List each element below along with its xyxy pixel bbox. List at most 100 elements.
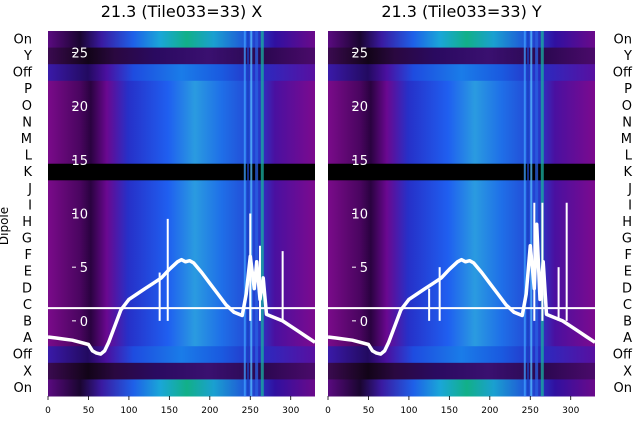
heatmap-row — [48, 180, 315, 198]
heatmap-row — [328, 113, 595, 132]
dipole-label: A — [23, 331, 32, 346]
dipole-label: On — [614, 381, 632, 396]
dipole-label: Off — [13, 66, 33, 81]
dipole-label: L — [625, 149, 633, 164]
heatmap-row — [328, 180, 595, 198]
heatmap-row — [328, 97, 595, 115]
heatmap-row — [328, 279, 595, 297]
series-line — [47, 254, 316, 356]
heatmap-row — [328, 64, 595, 82]
dipole-label: G — [22, 232, 32, 247]
stripe — [247, 31, 250, 396]
dipole-label: D — [622, 281, 632, 296]
dipole-label: I — [628, 198, 632, 213]
x-tick-label: 200 — [481, 406, 498, 416]
panel-title: 21.3 (Tile033=33) X — [101, 2, 263, 21]
heatmap-row — [48, 64, 315, 82]
dipole-label: E — [624, 265, 632, 280]
dipole-label: O — [22, 99, 32, 114]
dipole-label: E — [24, 265, 32, 280]
heatmap-row — [48, 230, 315, 248]
heatmap-row — [328, 230, 595, 248]
heatmap-row — [48, 80, 315, 98]
heatmap-row — [48, 263, 315, 281]
y-tick-label: 15 — [71, 154, 88, 169]
y-tick-label: 20 — [351, 100, 368, 115]
heatmap-row — [48, 163, 315, 181]
stripe — [255, 31, 259, 396]
x-tick-label: 50 — [83, 406, 95, 416]
dipole-label: On — [614, 32, 632, 47]
dipole-label: Off — [613, 66, 633, 81]
dipole-label: L — [25, 149, 33, 164]
dipole-label: Off — [13, 348, 33, 363]
dipole-label: F — [625, 248, 632, 263]
x-tick-label: 300 — [282, 406, 299, 416]
heatmap-row — [328, 346, 595, 364]
dipole-label: B — [23, 314, 32, 329]
y-axis-label: Dipole — [0, 207, 11, 245]
y-tick-label: 5 — [80, 261, 88, 276]
heatmap-row — [328, 362, 595, 380]
dipole-label: X — [23, 364, 32, 379]
dipole-label: C — [623, 298, 632, 313]
heatmap-row — [328, 47, 595, 65]
heatmap-row — [48, 97, 315, 115]
heatmap-row — [328, 147, 595, 165]
y-tick-label: 25 — [71, 46, 88, 61]
heatmap-row — [48, 346, 315, 364]
stripe — [260, 31, 264, 396]
dipole-label: J — [27, 182, 32, 197]
dipole-label: I — [28, 198, 32, 213]
dipole-label: N — [622, 115, 632, 130]
heatmap-row — [328, 213, 595, 231]
x-tick-label: 100 — [400, 406, 417, 416]
y-tick-label: 10 — [351, 208, 368, 223]
dipole-label: G — [622, 232, 632, 247]
dipole-label: O — [622, 99, 632, 114]
y-tick-label: 10 — [71, 208, 88, 223]
dipole-label: J — [627, 182, 632, 197]
heatmap-row — [48, 147, 315, 165]
x-tick-label: 150 — [161, 406, 178, 416]
stripe — [243, 31, 246, 396]
x-tick-label: 200 — [201, 406, 218, 416]
y-tick-label: 0 — [80, 315, 88, 330]
x-tick-label: 100 — [120, 406, 137, 416]
dipole-label: X — [623, 364, 632, 379]
y-tick-label: 15 — [351, 154, 368, 169]
heatmap-row — [328, 313, 595, 331]
y-tick-label: 0 — [360, 315, 368, 330]
x-tick-label: 50 — [363, 406, 375, 416]
heatmap-row — [328, 80, 595, 98]
dipole-label: Y — [623, 49, 632, 64]
x-tick-label: 250 — [242, 406, 259, 416]
dipole-label: D — [22, 281, 32, 296]
dipole-label: K — [23, 165, 32, 180]
y-tick-label: 20 — [71, 100, 88, 115]
stripe — [530, 31, 533, 396]
dipole-label: K — [623, 165, 632, 180]
stripe — [535, 31, 539, 396]
x-tick-label: 0 — [325, 406, 331, 416]
dipole-label: On — [14, 381, 32, 396]
x-tick-label: 150 — [441, 406, 458, 416]
dipole-label: Off — [613, 348, 633, 363]
dipole-label: M — [21, 132, 32, 147]
x-tick-label: 250 — [522, 406, 539, 416]
y-tick-label: 25 — [351, 46, 368, 61]
dipole-label: A — [623, 331, 632, 346]
heatmap-row — [48, 313, 315, 331]
dipole-label: P — [24, 82, 32, 97]
stripe — [523, 31, 526, 396]
heatmap-row — [328, 263, 595, 281]
stripe — [527, 31, 530, 396]
heatmap-row — [48, 47, 315, 65]
dipole-label: H — [622, 215, 632, 230]
heatmap-row — [48, 279, 315, 297]
heatmap-row — [328, 196, 595, 214]
heatmap-row — [48, 113, 315, 132]
heatmap-row — [48, 296, 315, 314]
